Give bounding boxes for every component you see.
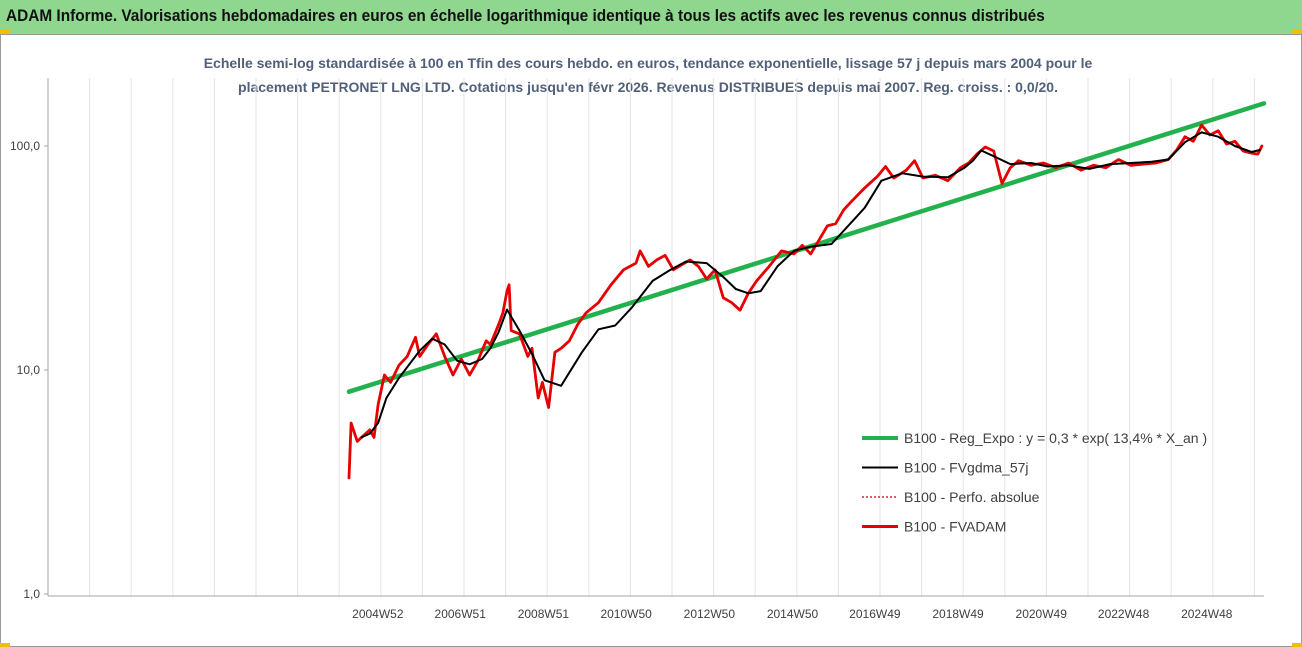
- x-tick-label: 2024W48: [1181, 607, 1233, 621]
- x-tick-label: 2018W49: [932, 607, 984, 621]
- banner-title: ADAM Informe. Valorisations hebdomadaire…: [6, 6, 1045, 25]
- title-banner: ADAM Informe. Valorisations hebdomadaire…: [0, 0, 1302, 35]
- x-tick-label: 2004W52: [352, 607, 404, 621]
- x-tick-label: 2014W50: [767, 607, 819, 621]
- x-tick-label: 2010W50: [600, 607, 652, 621]
- chart-frame: [0, 34, 1302, 647]
- chart-subtitle-line1: Echelle semi-log standardisée à 100 en T…: [203, 55, 1093, 71]
- series-lines: [346, 101, 1267, 480]
- x-tick-label: 2022W48: [1098, 607, 1150, 621]
- y-tick-label: 100,0: [10, 139, 40, 153]
- frame-corner-right-accent: [1292, 643, 1302, 647]
- x-tick-label: 2012W50: [684, 607, 736, 621]
- legend-label-fvgdma: B100 - FVgdma_57j: [904, 460, 1029, 476]
- y-axis-ticks: 1,0 10,0 100,0: [10, 139, 48, 601]
- legend-label-perfo: B100 - Perfo. absolue: [904, 489, 1040, 505]
- banner-corner-left-accent: [0, 29, 10, 34]
- series-line-fvadam: [347, 123, 1264, 480]
- x-tick-label: 2006W51: [435, 607, 487, 621]
- series-line-fvgdma: [360, 131, 1261, 439]
- chart-subtitle-line2: placement PETRONET LNG LTD. Cotations ju…: [238, 79, 1058, 95]
- x-tick-label: 2020W49: [1016, 607, 1068, 621]
- legend-label-regression: B100 - Reg_Expo : y = 0,3 * exp( 13,4% *…: [904, 430, 1207, 446]
- x-tick-label: 2008W51: [518, 607, 570, 621]
- y-tick-label: 1,0: [23, 587, 40, 601]
- frame-corner-left-accent: [0, 643, 10, 647]
- vertical-gridlines: [47, 78, 1255, 596]
- banner-corner-right-accent: [1292, 29, 1302, 34]
- x-tick-label: 2016W49: [849, 607, 901, 621]
- x-axis-ticks: 2004W52 2006W51 2008W51 2010W50 2012W50 2014W…: [352, 607, 1233, 621]
- y-tick-label: 10,0: [17, 363, 41, 377]
- chart-legend: B100 - Reg_Expo : y = 0,3 * exp( 13,4% *…: [862, 430, 1207, 535]
- legend-label-fvadam: B100 - FVADAM: [904, 519, 1006, 535]
- chart-axes: [47, 78, 1264, 597]
